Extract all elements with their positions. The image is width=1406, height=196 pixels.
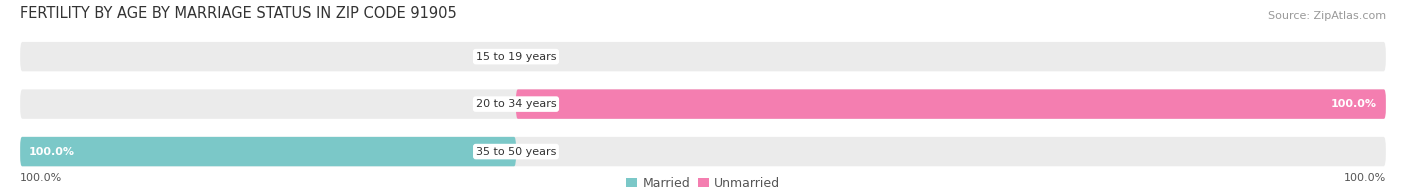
Text: 0.0%: 0.0% bbox=[475, 99, 503, 109]
Text: 35 to 50 years: 35 to 50 years bbox=[475, 147, 557, 157]
Text: 15 to 19 years: 15 to 19 years bbox=[475, 52, 557, 62]
Legend: Married, Unmarried: Married, Unmarried bbox=[621, 172, 785, 195]
FancyBboxPatch shape bbox=[20, 137, 516, 166]
Text: 0.0%: 0.0% bbox=[475, 52, 503, 62]
Text: 100.0%: 100.0% bbox=[1344, 173, 1386, 183]
Text: 20 to 34 years: 20 to 34 years bbox=[475, 99, 557, 109]
Text: 100.0%: 100.0% bbox=[30, 147, 75, 157]
Text: 100.0%: 100.0% bbox=[1331, 99, 1376, 109]
Text: 0.0%: 0.0% bbox=[529, 147, 557, 157]
Text: 100.0%: 100.0% bbox=[20, 173, 62, 183]
FancyBboxPatch shape bbox=[20, 89, 1386, 119]
FancyBboxPatch shape bbox=[20, 137, 1386, 166]
Text: 0.0%: 0.0% bbox=[529, 52, 557, 62]
Text: Source: ZipAtlas.com: Source: ZipAtlas.com bbox=[1268, 11, 1386, 21]
Text: FERTILITY BY AGE BY MARRIAGE STATUS IN ZIP CODE 91905: FERTILITY BY AGE BY MARRIAGE STATUS IN Z… bbox=[20, 6, 457, 21]
FancyBboxPatch shape bbox=[516, 89, 1386, 119]
FancyBboxPatch shape bbox=[20, 42, 1386, 71]
